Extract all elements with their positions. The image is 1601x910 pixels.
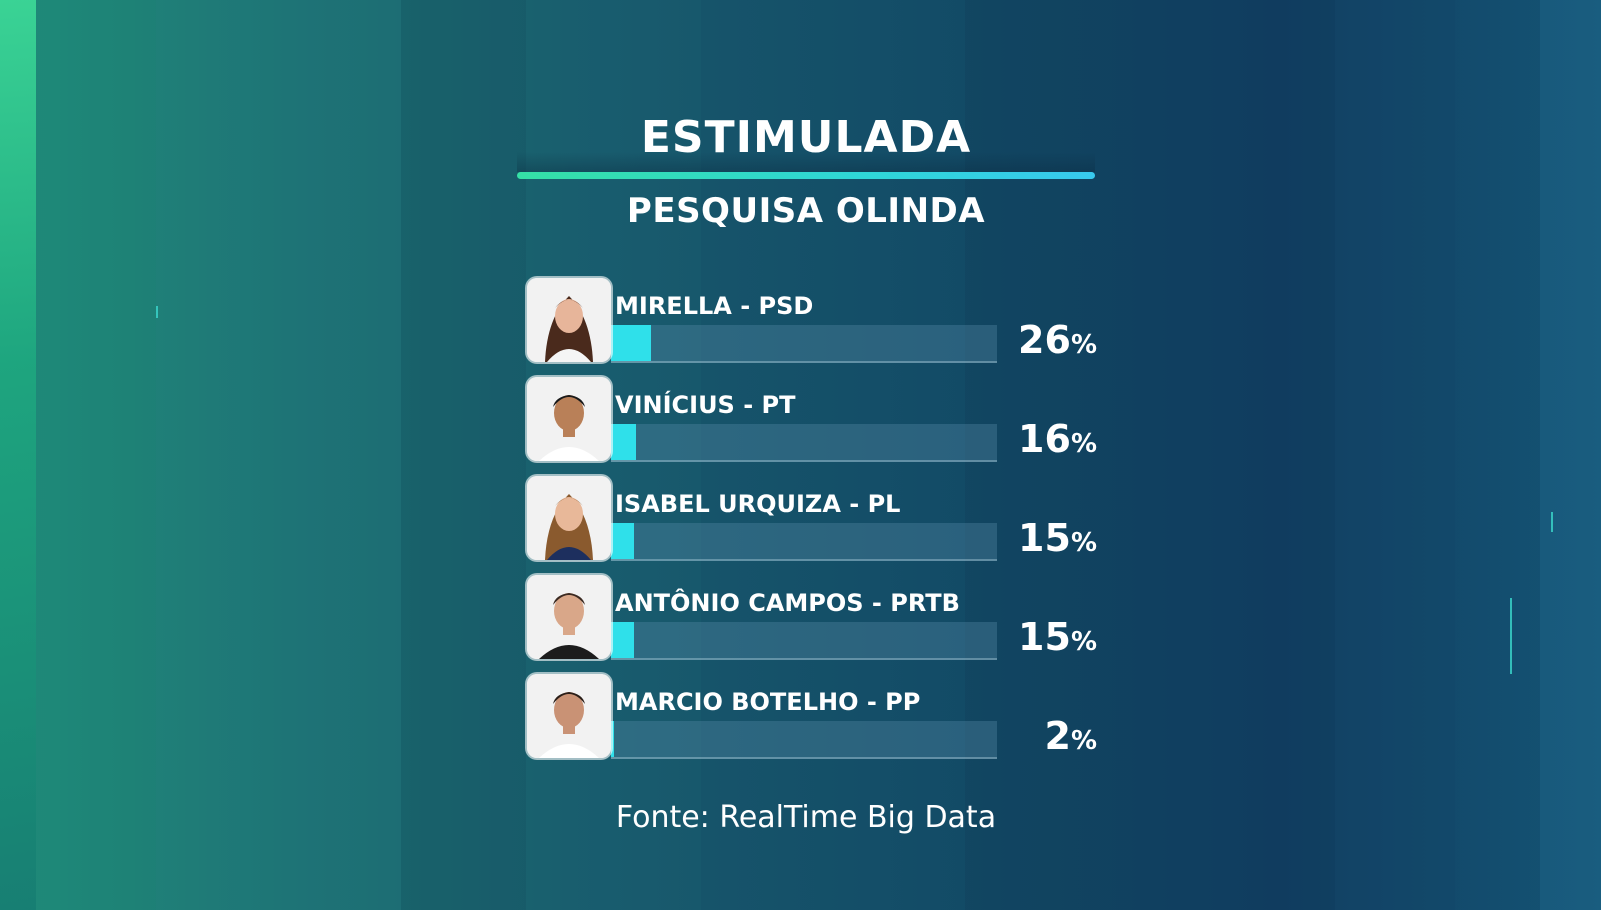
chart-subtitle: PESQUISA OLINDA [626, 191, 986, 231]
background-panel [401, 0, 526, 910]
bar-fill [611, 325, 651, 361]
title-underline [517, 172, 1095, 179]
candidate-label: MARCIO BOTELHO - PP [615, 688, 921, 716]
background-panel [36, 0, 156, 910]
percentage-value: 2 [1044, 714, 1071, 758]
man-portrait-icon [527, 377, 611, 461]
percentage-label: 26% [1018, 318, 1097, 362]
bar-fill [611, 622, 634, 658]
candidate-photo [527, 377, 611, 461]
woman-portrait-icon [527, 476, 611, 560]
bar-track [611, 325, 997, 363]
candidate-photo [527, 575, 611, 659]
bar-track [611, 424, 997, 462]
percent-sign: % [1070, 627, 1097, 657]
bar-fill [611, 721, 614, 757]
bar-fill [611, 424, 636, 460]
candidate-label: ISABEL URQUIZA - PL [615, 490, 901, 518]
percent-sign: % [1070, 528, 1097, 558]
candidate-photo [527, 674, 611, 758]
candidate-label: VINÍCIUS - PT [615, 391, 796, 419]
background-tick [1510, 598, 1512, 674]
percentage-label: 16% [1018, 417, 1097, 461]
candidate-photo [527, 476, 611, 560]
percent-sign: % [1070, 726, 1097, 756]
candidate-photo [527, 278, 611, 362]
bar-fill [611, 523, 634, 559]
candidate-label: MIRELLA - PSD [615, 292, 814, 320]
man-portrait-icon [527, 575, 611, 659]
woman-portrait-icon [527, 278, 611, 362]
chart-title: ESTIMULADA [640, 112, 972, 163]
percent-sign: % [1070, 330, 1097, 360]
title-shade [517, 152, 1095, 172]
man-portrait-icon [527, 674, 611, 758]
percentage-value: 16 [1018, 417, 1071, 461]
candidate-row: MIRELLA - PSD 26% [527, 278, 1097, 364]
background-tick [156, 306, 158, 318]
background-glow [0, 0, 36, 910]
candidate-row: ISABEL URQUIZA - PL 15% [527, 476, 1097, 562]
percentage-value: 15 [1018, 516, 1071, 560]
candidate-row: ANTÔNIO CAMPOS - PRTB 15% [527, 575, 1097, 661]
percentage-label: 2% [1044, 714, 1097, 758]
percentage-label: 15% [1018, 516, 1097, 560]
source-note: Fonte: RealTime Big Data [615, 800, 997, 835]
bar-track [611, 721, 997, 759]
candidate-row: VINÍCIUS - PT 16% [527, 377, 1097, 463]
bar-track [611, 523, 997, 561]
background-panel [1540, 0, 1601, 910]
percentage-value: 26 [1018, 318, 1071, 362]
percentage-value: 15 [1018, 615, 1071, 659]
candidate-row: MARCIO BOTELHO - PP 2% [527, 674, 1097, 760]
bar-track [611, 622, 997, 660]
background-panel [156, 0, 401, 910]
percentage-label: 15% [1018, 615, 1097, 659]
background-tick [1551, 512, 1553, 532]
percent-sign: % [1070, 429, 1097, 459]
candidate-label: ANTÔNIO CAMPOS - PRTB [615, 589, 960, 617]
background-panel [1335, 0, 1455, 910]
